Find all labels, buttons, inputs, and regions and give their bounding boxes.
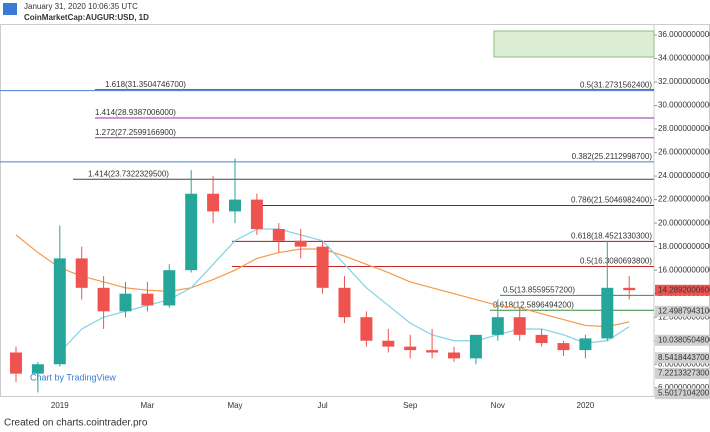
- y-tick-label: 28.0000000000: [658, 124, 710, 133]
- candle-body: [535, 334, 548, 344]
- footer: Created on charts.cointrader.pro: [4, 418, 148, 429]
- x-tick-label: Nov: [491, 401, 505, 410]
- level-label: 0.5(13.8559557200): [503, 285, 575, 294]
- price-label: 14.2892000600: [658, 285, 710, 294]
- candle-body: [185, 193, 198, 271]
- y-tick-label: 32.0000000000: [658, 77, 710, 86]
- candle-body: [557, 343, 570, 351]
- y-tick-label: 34.0000000000: [658, 54, 710, 63]
- y-tick-label: 16.0000000000: [658, 265, 710, 274]
- x-tick-label: 2019: [51, 401, 69, 410]
- level-label: 1.414(23.7322329500): [88, 169, 169, 178]
- candle-body: [382, 340, 395, 347]
- y-tick-label: 8.0000000000: [658, 359, 710, 368]
- candle-body: [404, 346, 417, 351]
- candle-body: [207, 193, 220, 212]
- price-label: 8.5418443700: [658, 353, 710, 362]
- watermark: Chart by TradingView: [30, 372, 116, 382]
- x-tick-label: 2020: [577, 401, 595, 410]
- candle-body: [623, 287, 636, 291]
- x-tick-label: May: [227, 401, 242, 410]
- y-tick-label: 22.0000000000: [658, 195, 710, 204]
- price-box: [655, 367, 710, 379]
- x-tick-label: Sep: [403, 401, 418, 410]
- symbol: CoinMarketCap:AUGUR:USD, 1D: [24, 13, 149, 22]
- price-label: 12.4987943100: [658, 306, 710, 315]
- candle-body: [10, 352, 22, 374]
- level-label: 1.618(31.3504746700): [105, 80, 186, 89]
- price-label: 5.5017104200: [658, 389, 710, 398]
- candle-body: [163, 270, 176, 306]
- price-label: 10.0380504800: [658, 335, 710, 344]
- level-label: 0.618(18.4521330300): [571, 231, 652, 240]
- level-label: 0.382(25.2112998700): [572, 152, 653, 161]
- y-tick-label: 6.0000000000: [658, 383, 710, 392]
- price-box: [655, 305, 710, 317]
- price-box: [655, 352, 710, 364]
- candle-body: [579, 338, 592, 351]
- candle-body: [229, 199, 241, 212]
- y-tick-label: 20.0000000000: [658, 218, 710, 227]
- y-tick-label: 24.0000000000: [658, 171, 710, 180]
- candle-body: [316, 246, 329, 288]
- candle-body: [141, 293, 154, 306]
- timestamp: January 31, 2020 10:06:35 UTC: [24, 2, 138, 11]
- x-tick-label: Mar: [141, 401, 155, 410]
- candle-body: [119, 293, 132, 312]
- price-box: [655, 284, 710, 296]
- level-label: 1.414(28.9387006000): [95, 108, 176, 117]
- price-label: 7.2213327300: [658, 369, 710, 378]
- candle-body: [360, 317, 373, 341]
- candle-body: [513, 317, 526, 335]
- y-tick-label: 30.0000000000: [658, 101, 710, 110]
- level-label: 1.272(27.2599166900): [95, 128, 176, 137]
- candle-body: [272, 229, 285, 241]
- candle-body: [448, 352, 460, 359]
- candle-body: [31, 364, 44, 374]
- level-label: 0.618(12.5896494200): [493, 300, 574, 309]
- candle-body: [250, 199, 263, 230]
- level-label: 0.5(16.3080693800): [580, 257, 652, 266]
- y-tick-label: 36.0000000000: [658, 30, 710, 39]
- candle-body: [53, 258, 66, 365]
- level-label: 0.5(31.2731562400): [580, 81, 652, 90]
- x-tick-label: Jul: [317, 401, 327, 410]
- moving-average: [59, 228, 630, 353]
- target-zone: [493, 30, 655, 58]
- y-tick-label: 18.0000000000: [658, 242, 710, 251]
- price-box: [655, 388, 710, 400]
- candle-body: [426, 350, 439, 353]
- level-label: 0.786(21.5046982400): [571, 196, 652, 205]
- candle-body: [601, 287, 614, 339]
- y-tick-label: 26.0000000000: [658, 148, 710, 157]
- candle-body: [338, 287, 351, 318]
- candle-body: [75, 258, 88, 288]
- candle-body: [97, 287, 110, 312]
- candle-body: [469, 334, 482, 359]
- logo: [3, 3, 17, 15]
- price-box: [655, 334, 710, 346]
- candle-body: [491, 317, 504, 335]
- candle-body: [294, 240, 307, 247]
